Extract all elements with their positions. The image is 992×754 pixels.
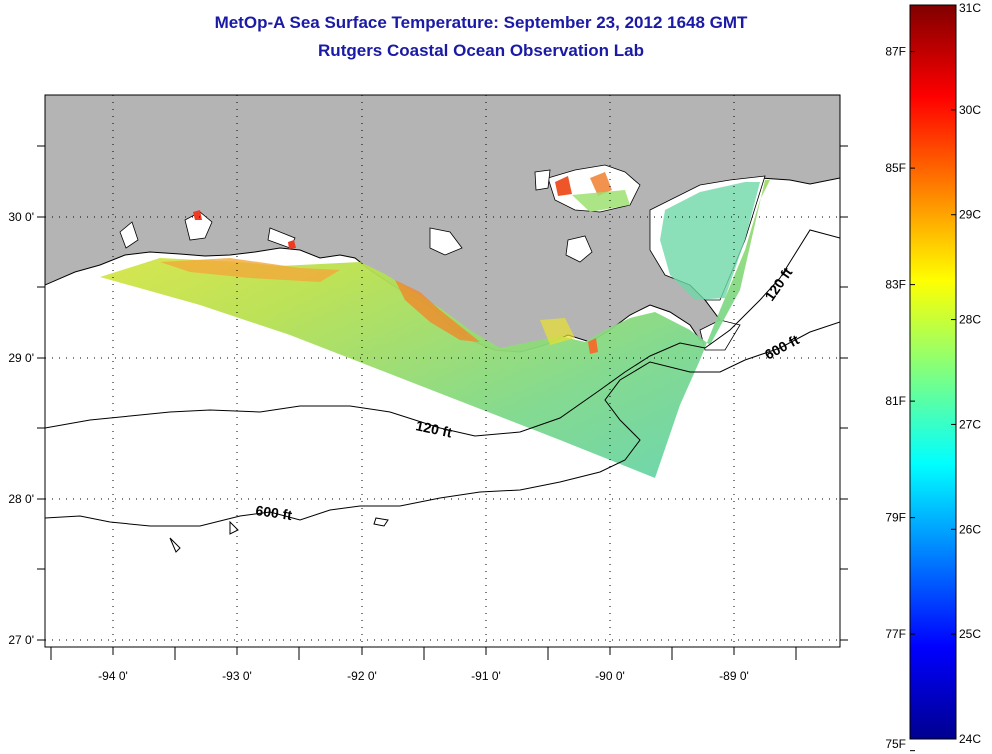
contour-label: 600 ft	[255, 502, 294, 523]
colorbar-ticks	[910, 4, 956, 752]
graticule	[45, 95, 840, 647]
lon-label: -93 0'	[222, 669, 252, 683]
colorbar-label-c: 27C	[959, 417, 981, 431]
contour-600ft	[45, 321, 840, 527]
colorbar-label-c: 29C	[959, 208, 981, 222]
lat-label: 29 0'	[8, 351, 34, 365]
contour-label: 120 ft	[414, 417, 453, 440]
map-subtitle: Rutgers Coastal Ocean Observation Lab	[318, 41, 644, 60]
sst-swath	[100, 180, 770, 478]
colorbar-label-c: 30C	[959, 103, 981, 117]
colorbar-labels: 31C 30C 29C 28C 27C 26C 25C 24C 87F 85F 83F 81F 79F 7…	[885, 1, 981, 751]
lat-label: 28 0'	[8, 492, 34, 506]
lat-label: 30 0'	[8, 210, 34, 224]
colorbar	[909, 4, 957, 740]
colorbar-label-c: 26C	[959, 522, 981, 536]
colorbar-label-f: 85F	[885, 161, 906, 175]
colorbar-label-c: 28C	[959, 313, 981, 327]
colorbar-label-f: 81F	[885, 394, 906, 408]
lat-label: 27 0'	[8, 633, 34, 647]
colorbar-label-f: 77F	[885, 627, 906, 641]
map-title: MetOp-A Sea Surface Temperature: Septemb…	[214, 13, 748, 32]
axis-ticks	[37, 145, 848, 660]
lon-label: -94 0'	[98, 669, 128, 683]
colorbar-label-f: 83F	[885, 278, 906, 292]
lon-label: -90 0'	[595, 669, 625, 683]
colorbar-label-f: 79F	[885, 511, 906, 525]
colorbar-label-c: 24C	[959, 732, 981, 746]
lon-label: -91 0'	[471, 669, 501, 683]
colorbar-label-f: 87F	[885, 45, 906, 59]
colorbar-label-c: 31C	[959, 1, 981, 15]
colorbar-label-c: 25C	[959, 627, 981, 641]
colorbar-label-f: 75F	[885, 737, 906, 751]
lon-label: -92 0'	[347, 669, 377, 683]
contour-120ft	[45, 229, 840, 437]
lon-label: -89 0'	[719, 669, 749, 683]
